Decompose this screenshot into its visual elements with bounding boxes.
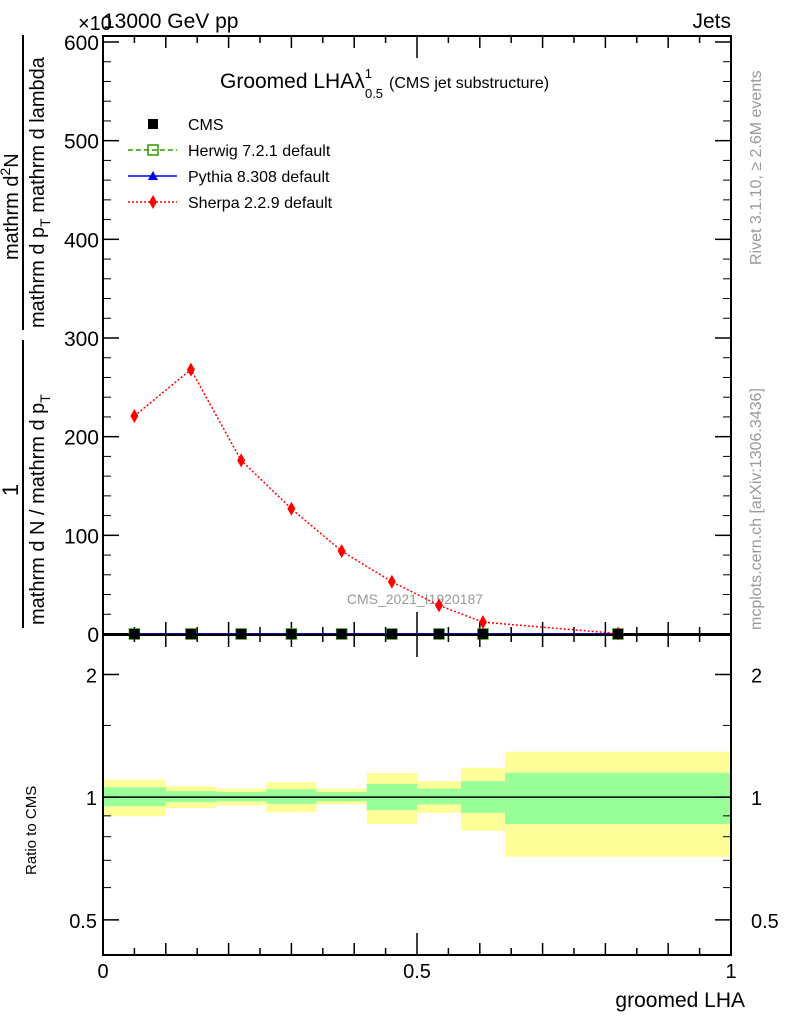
data-point-sherpa [434,598,443,613]
exponent-label: ×10 [78,13,112,35]
y-tick-label: 600 [64,32,99,55]
ratio-y-tick-label-right: 1 [751,788,762,810]
data-point-sherpa [387,574,396,589]
header-left: 13000 GeV pp [103,10,238,33]
ratio-ylabel: Ratio to CMS [23,786,40,875]
y-tick-label: 300 [64,328,99,351]
data-point-sherpa [337,544,346,559]
legend-label: Pythia 8.308 default [188,169,330,186]
y-axis-label: 1 mathrm d N / mathrm d pT mathrm d2N ma… [0,35,53,628]
x-tick-label: 1 [725,961,736,983]
header-right: Jets [692,10,731,33]
y-tick-label: 100 [64,525,99,548]
ylabel-num1: 1 [0,484,23,496]
ratio-y-tick-label-right: 2 [751,665,762,687]
ratio-y-tick-label: 0.5 [69,911,97,933]
legend-marker [149,195,157,209]
legend: CMS Herwig 7.2.1 default Pythia 8.308 defa… [128,117,333,212]
data-point-sherpa [237,453,246,468]
ylabel-den1: mathrm d N / mathrm d pT [27,394,53,625]
legend-marker [148,171,158,180]
y-tick-label: 400 [64,229,99,252]
x-axis-label: groomed LHA [615,989,745,1012]
ratio-y-tick-label: 2 [86,665,97,687]
data-point-sherpa [130,408,139,423]
data-point-sherpa [186,362,195,377]
legend-label: Herwig 7.2.1 default [188,143,331,160]
ylabel-num2: mathrm d2N [0,153,23,260]
legend-marker [147,144,159,156]
legend-label: CMS [188,117,224,134]
plot-title: Groomed LHAλ1 0.5(CMS jet substructure) [220,66,549,101]
y-tick-label: 500 [64,131,99,154]
data-point-sherpa [478,615,487,630]
ratio-band-inner [504,772,731,825]
watermark: CMS_2021_I1920187 [347,591,483,607]
ratio-y-tick-label-right: 0.5 [751,911,779,933]
y-tick-label: 0 [87,624,99,647]
ylabel-den2: mathrm d pT mathrm d lambda [27,56,53,328]
data-point-sherpa [287,501,296,516]
legend-label: Sherpa 2.2.9 default [188,195,333,212]
x-tick-label: 0.5 [403,961,431,983]
mcplots-label: mcplots.cern.ch [arXiv:1306.3436] [748,388,765,630]
legend-marker [148,119,158,129]
x-tick-label: 0 [97,961,108,983]
ratio-y-tick-label: 1 [86,788,97,810]
y-tick-label: 200 [64,427,99,450]
rivet-label: Rivet 3.1.10, ≥ 2.6M events [748,70,765,265]
